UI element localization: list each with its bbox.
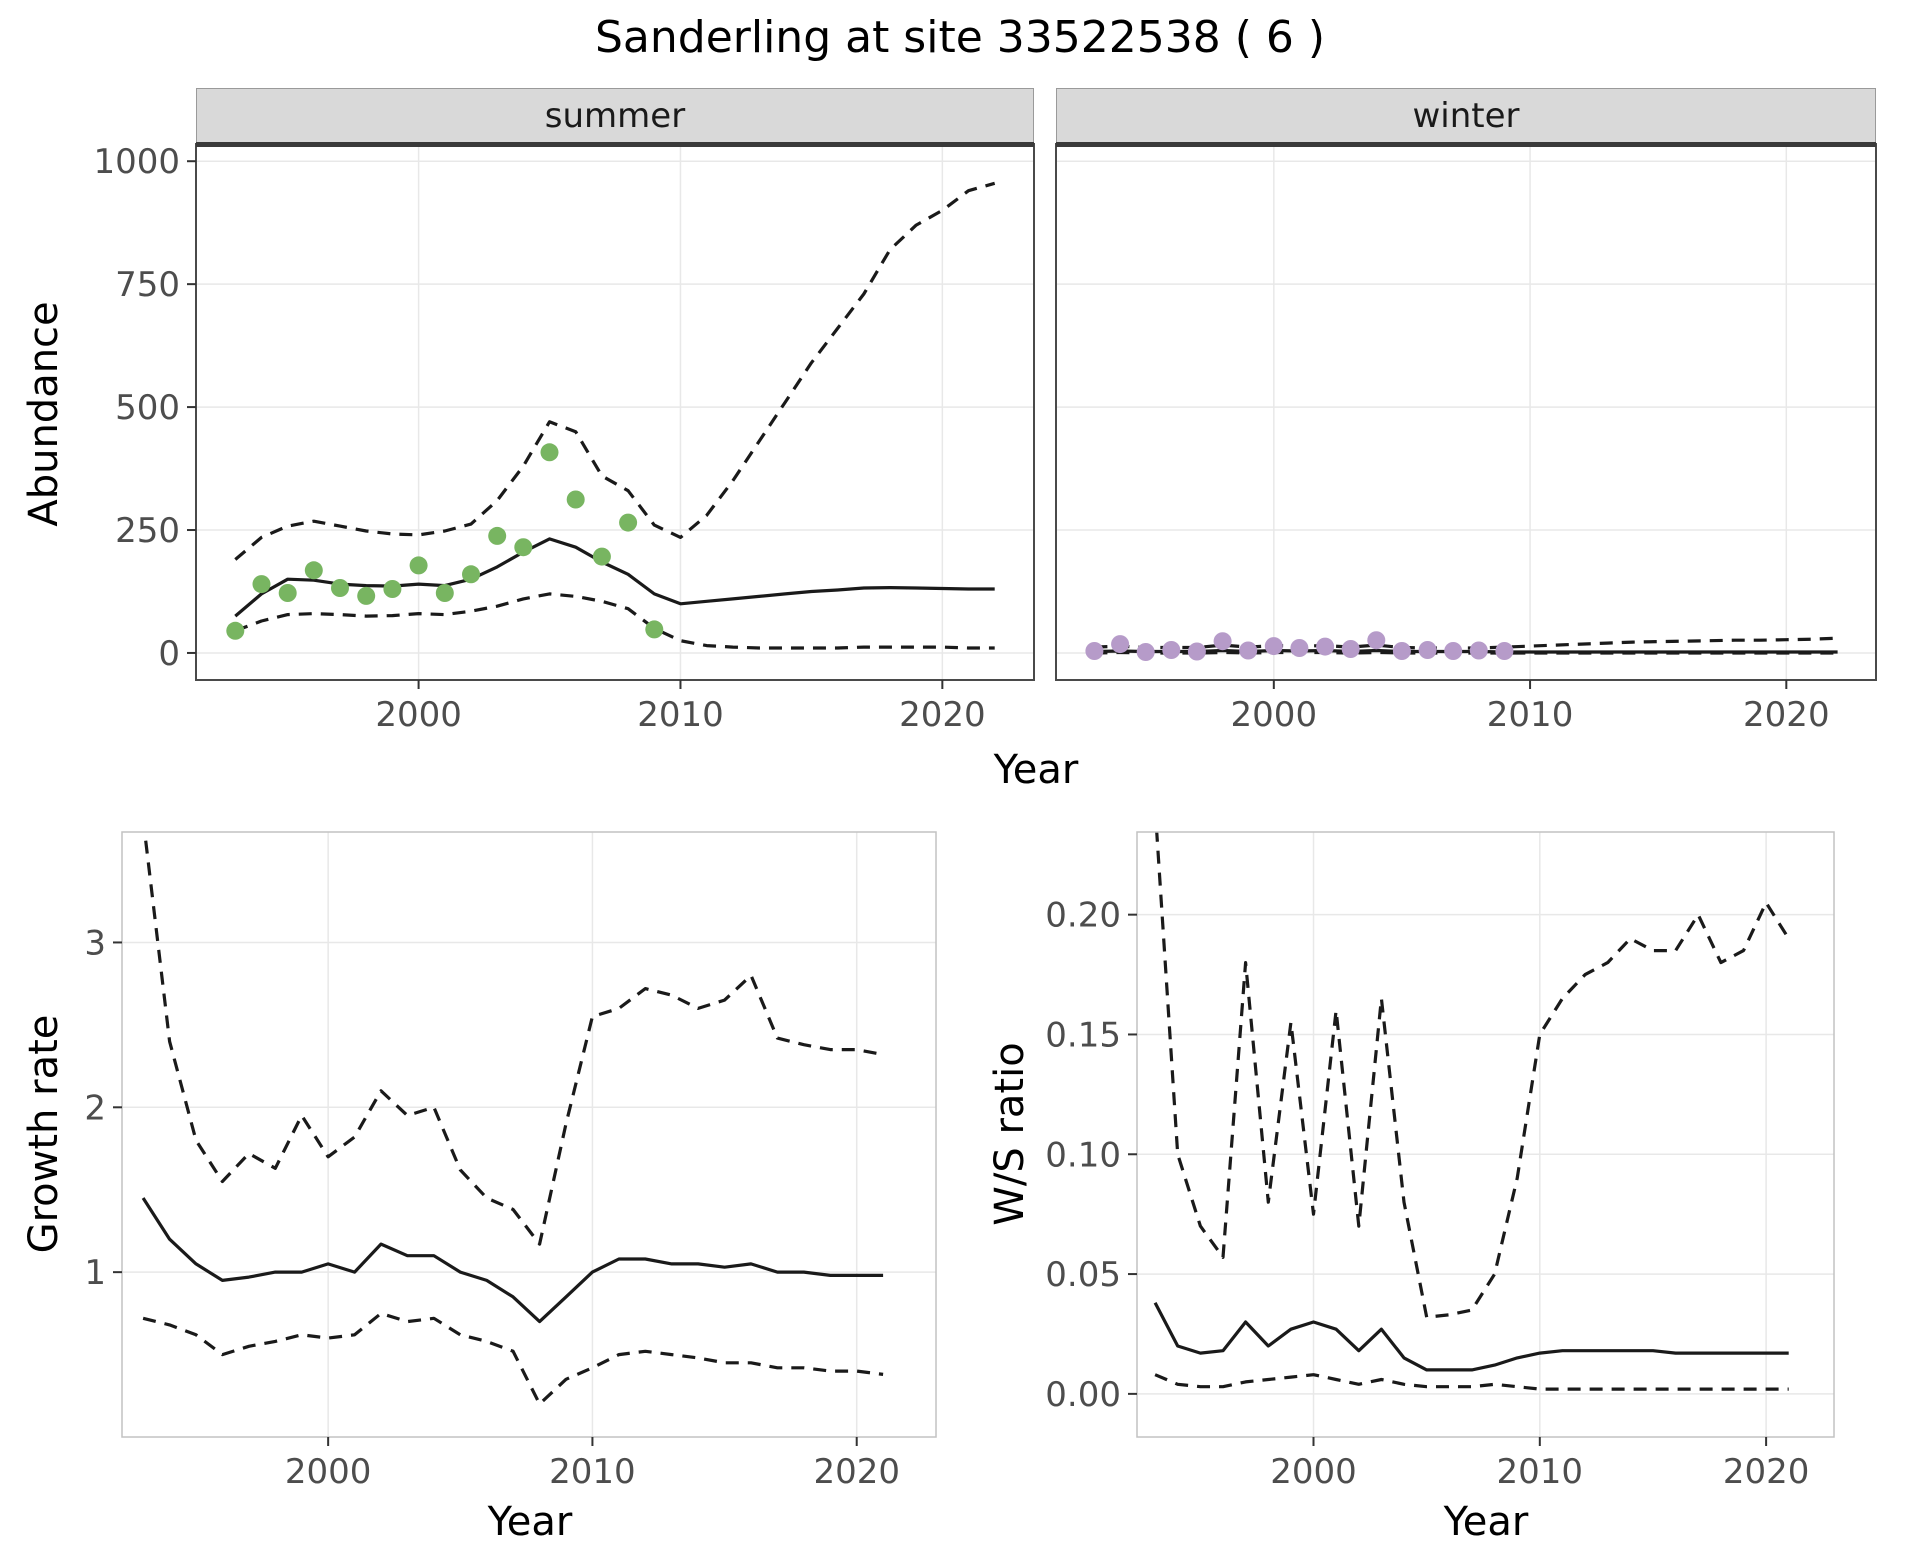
y-tick-label: 0.10 bbox=[1045, 1135, 1121, 1175]
y-tick-label: 0.20 bbox=[1045, 896, 1121, 936]
observed-point bbox=[357, 586, 376, 605]
x-tick-label: 2010 bbox=[1497, 1452, 1584, 1492]
observed-point bbox=[1264, 637, 1283, 656]
panel-ws_ratio: 2000 2010 2020 0.00 0.05 0.10 0.15 0.20 bbox=[1045, 831, 1835, 1492]
observed-point bbox=[645, 620, 664, 639]
panel-border bbox=[1136, 831, 1835, 1438]
observed-point bbox=[1316, 637, 1335, 656]
observed-point bbox=[226, 621, 245, 640]
x-tick-label: 2010 bbox=[1487, 695, 1574, 735]
fit-line bbox=[234, 537, 995, 618]
observed-point bbox=[435, 584, 454, 602]
x-tick-label: 2020 bbox=[1743, 695, 1830, 735]
x-tick-label: 2000 bbox=[1231, 695, 1318, 735]
observed-point bbox=[540, 443, 559, 462]
lower_ci-line bbox=[234, 592, 995, 650]
observed-point bbox=[1290, 639, 1309, 657]
y-tick-label: 2 bbox=[84, 1088, 106, 1128]
observed-point bbox=[488, 526, 507, 545]
gridlines bbox=[122, 832, 936, 1437]
x-tick-label: 2020 bbox=[813, 1452, 900, 1492]
x-tick-label: 2000 bbox=[375, 695, 462, 735]
y-tick-label: 0.00 bbox=[1045, 1375, 1121, 1415]
y-tick-label: 250 bbox=[115, 511, 180, 551]
fit-line bbox=[1153, 1302, 1789, 1372]
fit-line bbox=[141, 1197, 884, 1324]
facet-strip-winter-label: winter bbox=[1412, 96, 1520, 136]
panel-background bbox=[1137, 832, 1834, 1437]
x-tick-label: 2000 bbox=[1270, 1452, 1357, 1492]
observed-point bbox=[1341, 640, 1360, 658]
panel-growth_rate: 2000 2010 2020 1 2 3 bbox=[84, 831, 937, 1492]
observed-points bbox=[1085, 631, 1514, 661]
chart-title: Sanderling at site 33522538 ( 6 ) bbox=[594, 12, 1326, 63]
panel-background bbox=[122, 832, 936, 1437]
panel-background bbox=[1056, 144, 1876, 680]
x-tick-label: 2020 bbox=[1723, 1452, 1810, 1492]
observed-point bbox=[1469, 641, 1488, 660]
observed-point bbox=[1136, 643, 1155, 661]
y-tick-label: 0.15 bbox=[1045, 1015, 1121, 1055]
lower_ci-line bbox=[1154, 1373, 1789, 1391]
x-tick-label: 2010 bbox=[637, 695, 724, 735]
facet-strip-summer-label: summer bbox=[544, 96, 686, 136]
y-tick-label: 1 bbox=[84, 1253, 106, 1293]
y-tick-label: 500 bbox=[115, 388, 180, 428]
observed-point bbox=[462, 565, 480, 584]
y-tick-label: 0.05 bbox=[1045, 1255, 1121, 1295]
observed-point bbox=[1187, 642, 1206, 661]
panel-background bbox=[196, 144, 1034, 680]
observed-point bbox=[1213, 632, 1232, 651]
observed-point bbox=[278, 584, 297, 602]
observed-point bbox=[1239, 641, 1258, 660]
observed-points bbox=[226, 443, 664, 640]
upper_ci-line bbox=[143, 832, 884, 1246]
y-tick-label: 0 bbox=[158, 634, 180, 674]
y-tick-label: 1000 bbox=[93, 142, 180, 182]
observed-point bbox=[566, 490, 585, 509]
gridlines bbox=[1137, 832, 1834, 1437]
lower_ci-line bbox=[1094, 650, 1838, 655]
facet-strip-winter: winter bbox=[1056, 88, 1876, 144]
observed-point bbox=[1111, 635, 1130, 654]
x-tick-label: 2020 bbox=[899, 695, 986, 735]
observed-point bbox=[1495, 642, 1514, 660]
panel-border bbox=[121, 831, 937, 1438]
strip-underline bbox=[196, 142, 1034, 147]
panel-abundance_winter: 2000 2010 2020 bbox=[1055, 142, 1877, 735]
observed-point bbox=[1085, 642, 1104, 660]
panel-abundance_summer: 2000 2010 2020 0 250 500 750 1000 bbox=[93, 142, 1035, 735]
observed-point bbox=[331, 579, 349, 597]
strip-underline bbox=[1056, 142, 1876, 147]
observed-point bbox=[1444, 642, 1463, 660]
growth-year-axis-title: Year bbox=[487, 1499, 573, 1545]
ws-year-axis-title: Year bbox=[1443, 1499, 1529, 1545]
observed-point bbox=[383, 580, 402, 598]
observed-point bbox=[1392, 642, 1411, 660]
x-tick-label: 2000 bbox=[285, 1452, 372, 1492]
facet-strip-summer: summer bbox=[196, 88, 1034, 144]
observed-point bbox=[409, 556, 428, 575]
upper_ci-line bbox=[234, 181, 996, 561]
lower_ci-line bbox=[142, 1311, 884, 1406]
observed-point bbox=[592, 547, 611, 566]
top-year-axis-title: Year bbox=[993, 747, 1079, 793]
y-tick-label: 3 bbox=[84, 923, 106, 963]
gridlines bbox=[196, 144, 1034, 680]
observed-point bbox=[304, 561, 323, 580]
observed-point bbox=[252, 575, 271, 594]
y-tick-label: 750 bbox=[115, 265, 180, 305]
observed-point bbox=[1367, 631, 1386, 650]
upper_ci-line bbox=[1094, 636, 1838, 650]
observed-point bbox=[1162, 641, 1181, 659]
observed-point bbox=[619, 513, 638, 532]
x-tick-label: 2010 bbox=[549, 1452, 636, 1492]
observed-point bbox=[514, 538, 533, 557]
observed-point bbox=[1418, 641, 1437, 659]
